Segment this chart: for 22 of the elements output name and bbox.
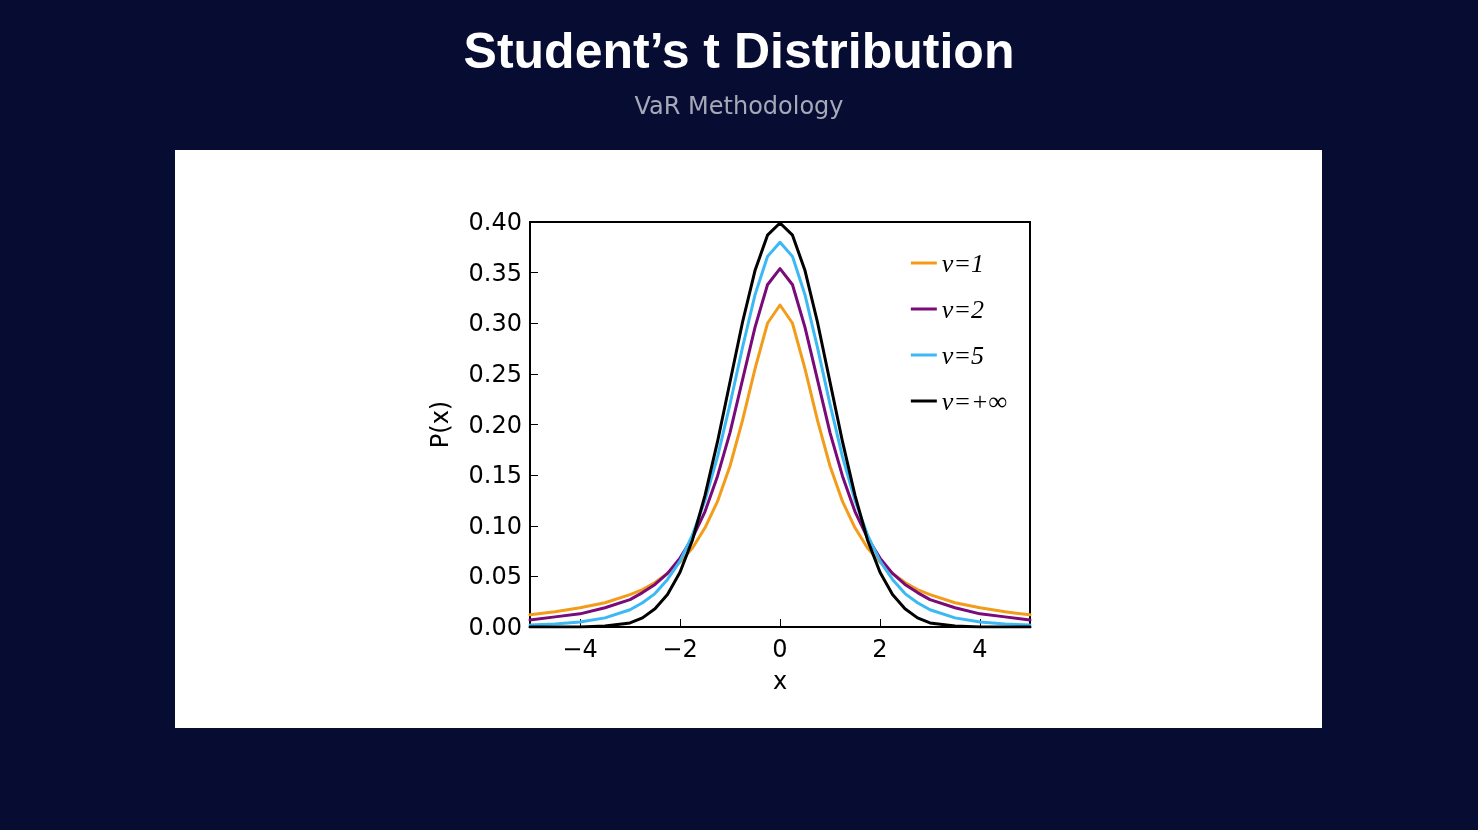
legend-label: ν=1 xyxy=(941,248,984,278)
y-tick-label: 0.15 xyxy=(468,461,522,490)
y-tick-label: 0.10 xyxy=(468,511,522,540)
y-tick-label: 0.05 xyxy=(468,562,522,591)
legend-label: ν=+∞ xyxy=(941,386,1008,416)
y-tick-label: 0.40 xyxy=(468,208,522,236)
y-tick-label: 0.25 xyxy=(468,359,522,388)
chart-title: Student’s t Distribution xyxy=(462,22,1016,80)
y-tick-label: 0.00 xyxy=(468,613,522,641)
x-tick-label: 4 xyxy=(972,635,988,663)
y-tick-label: 0.35 xyxy=(468,258,522,287)
x-tick-label: −2 xyxy=(662,635,698,663)
y-tick-label: 0.30 xyxy=(468,309,522,338)
y-axis-title: P(x) xyxy=(426,400,454,449)
legend-label: ν=2 xyxy=(941,294,984,324)
chart-subtitle: VaR Methodology xyxy=(633,92,845,120)
y-tick-label: 0.20 xyxy=(468,410,522,439)
x-tick-label: 2 xyxy=(872,635,888,663)
x-axis-title: x xyxy=(772,667,788,695)
x-tick-label: −4 xyxy=(562,635,598,663)
x-tick-label: 0 xyxy=(772,635,788,663)
legend-label: ν=5 xyxy=(941,340,984,370)
